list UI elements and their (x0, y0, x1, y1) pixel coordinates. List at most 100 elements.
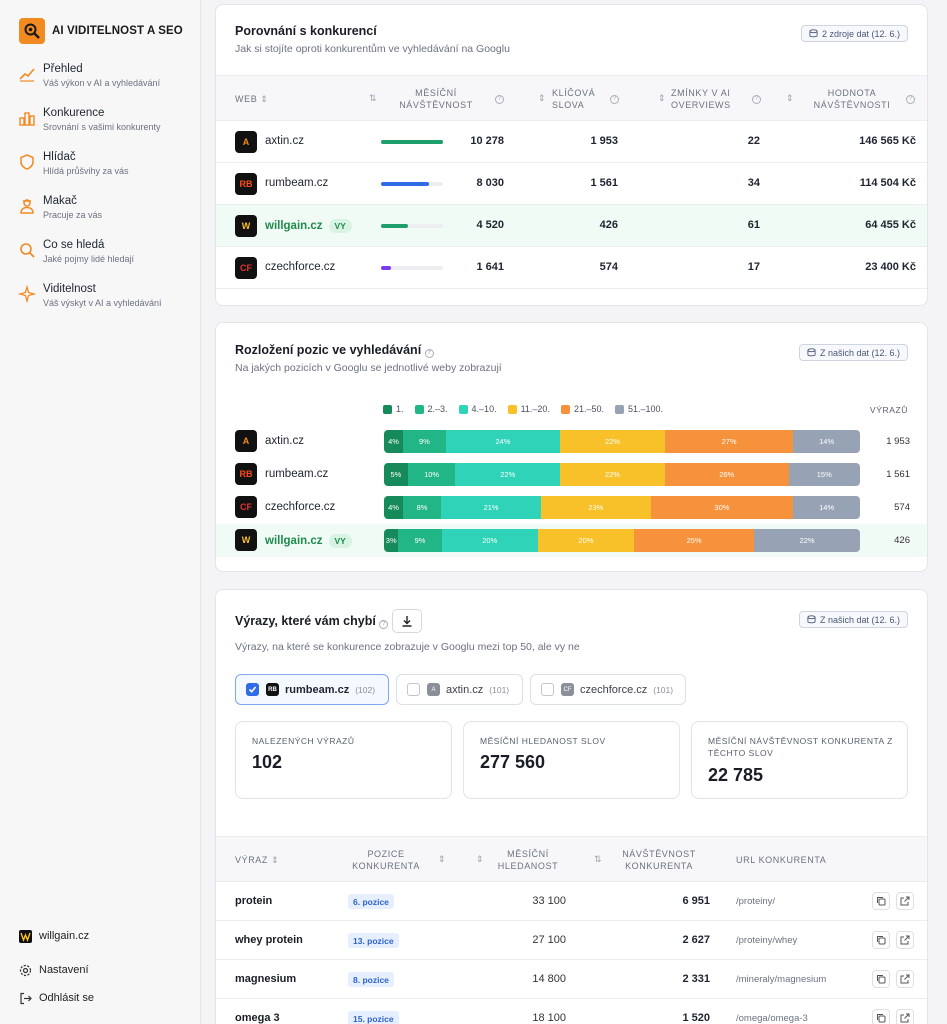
help-icon[interactable]: ? (379, 620, 389, 629)
search-volume: 33 100 (532, 895, 566, 907)
table-header: WEB ⇕ ⇅ MĚSÍČNÍ NÁVŠTĚVNOST ? ⇕ KLÍČOVÁ … (216, 75, 927, 121)
sidebar-item-hlidac[interactable]: Hlídač Hlídá průšvihy za vás (18, 150, 196, 194)
position-badge: 8. pozice (348, 972, 394, 987)
checkbox-icon[interactable] (407, 683, 420, 696)
competitor-traffic: 1 520 (682, 1012, 710, 1024)
current-site[interactable]: willgain.cz (18, 922, 94, 950)
copy-button[interactable] (872, 931, 890, 949)
data-source-badge[interactable]: Z našich dat (12. 6.) (798, 611, 908, 628)
copy-button[interactable] (872, 1009, 890, 1024)
competitor-count: (101) (653, 684, 674, 695)
col-keyword[interactable]: VÝRAZ ⇕ (235, 855, 280, 865)
help-icon[interactable]: ? (495, 95, 504, 104)
sort-icon[interactable]: ⇕ (538, 93, 546, 103)
legend-swatch (414, 404, 424, 414)
sort-icon[interactable]: ⇕ (438, 854, 446, 864)
col-value[interactable]: HODNOTA NÁVŠTĚVNOSTI (813, 88, 891, 110)
copy-button[interactable] (872, 892, 890, 910)
chart-legend: 1. 2.–3. 4.–10. 11.–20. 21.–50. 51.–100. (383, 404, 674, 414)
sidebar-item-prehled[interactable]: Přehled Váš výkon v AI a vyhledávání (18, 62, 196, 106)
sidebar-item-title: Konkurence (43, 107, 105, 119)
stat-card-found: NALEZENÝCH VÝRAZŮ 102 (235, 721, 452, 799)
sort-icon[interactable]: ⇕ (476, 854, 484, 864)
table-row[interactable]: protein 6. pozice 33 100 6 951/proteiny/ (216, 882, 927, 921)
sidebar-item-konkurence[interactable]: Konkurence Srovnání s vašimi konkurenty (18, 106, 196, 150)
col-keywords[interactable]: KLÍČOVÁ SLOVA (552, 88, 596, 110)
competitor-checkbox-czechforce-cz[interactable]: CF czechforce.cz (101) (530, 674, 686, 705)
traffic-bar (381, 140, 443, 144)
distribution-row[interactable]: CF czechforce.cz 4% 8% 21% 23% 30% 14% 574 (216, 491, 927, 524)
sort-desc-icon[interactable]: ⇅ (369, 93, 377, 103)
table-row[interactable]: whey protein 13. pozice 27 100 2 627/protei… (216, 921, 927, 960)
sidebar-item-makac[interactable]: Makač Pracuje za vás (18, 194, 196, 238)
missing-keywords-card: Výrazy, které vám chybí ? Výrazy, na kte… (215, 589, 928, 1024)
keywords-table-header: VÝRAZ ⇕ POZICE KONKURENTA ⇕ ⇕ MĚSÍČNÍ HL… (216, 836, 927, 882)
data-source-badge[interactable]: 2 zdroje dat (12. 6.) (800, 25, 908, 42)
stack-segment: 9% (398, 529, 442, 552)
open-link-button[interactable] (896, 970, 914, 988)
col-competitor-traffic[interactable]: NÁVŠTĚVNOST KONKURENTA (622, 849, 696, 871)
sidebar-footer: willgain.cz Nastavení Odhlásit se (18, 922, 94, 1012)
logout-link[interactable]: Odhlásit se (18, 984, 94, 1012)
you-badge: VY (328, 219, 352, 233)
table-row[interactable]: omega 3 15. pozice 18 100 1 520/omega/omega… (216, 999, 927, 1024)
stack-segment: 22% (560, 463, 665, 486)
stack-segment: 8% (403, 496, 442, 519)
stat-card-volume: MĚSÍČNÍ HLEDANOST SLOV 277 560 (463, 721, 680, 799)
help-icon[interactable]: ? (752, 95, 761, 104)
stack-segment: 10% (407, 463, 456, 486)
col-ai-mentions[interactable]: ZMÍNKY V AI OVERVIEWS (671, 88, 731, 110)
sidebar-item-sub: Pracuje za vás (43, 210, 103, 220)
table-row[interactable]: magnesium 8. pozice 14 800 2 331/mineraly/m… (216, 960, 927, 999)
sidebar-item-viditelnost[interactable]: Viditelnost Váš výskyt v AI a vyhledávání (18, 282, 196, 326)
external-link-icon (900, 935, 910, 945)
col-web[interactable]: WEB ⇕ (235, 94, 269, 104)
checkbox-icon[interactable] (541, 683, 554, 696)
stack-segment: 21% (441, 496, 542, 519)
site-logo-icon: RB (235, 173, 257, 195)
traffic-value: 4 520 (476, 219, 504, 231)
keyword: protein (235, 895, 273, 907)
help-icon[interactable]: ? (906, 95, 915, 104)
worker-icon (20, 199, 34, 214)
copy-button[interactable] (872, 970, 890, 988)
stack-segment: 20% (441, 529, 538, 552)
competitor-checkbox-rumbeam-cz[interactable]: RB rumbeam.cz (102) (235, 674, 389, 705)
keyword-count: 426 (894, 535, 910, 546)
stack-segment: 4% (384, 430, 404, 453)
col-traffic[interactable]: MĚSÍČNÍ NÁVŠTĚVNOST (399, 88, 473, 110)
open-link-button[interactable] (896, 892, 914, 910)
sort-icon[interactable]: ⇕ (786, 93, 794, 103)
ai-mentions-value: 17 (747, 261, 760, 273)
sort-desc-icon[interactable]: ⇅ (594, 854, 602, 864)
legend-swatch (458, 404, 468, 414)
data-source-badge[interactable]: Z našich dat (12. 6.) (798, 344, 908, 361)
stat-value: 277 560 (480, 752, 546, 772)
distribution-row[interactable]: RB rumbeam.cz 5% 10% 22% 22% 26% 15% 1 561 (216, 458, 927, 491)
card-title: Rozložení pozic ve vyhledávání ? (235, 343, 434, 358)
checkbox-icon[interactable] (246, 683, 259, 696)
col-position[interactable]: POZICE KONKURENTA (352, 849, 420, 871)
help-icon[interactable]: ? (610, 95, 619, 104)
open-link-button[interactable] (896, 1009, 914, 1024)
legend-item: 2.–3. (414, 404, 448, 414)
download-button[interactable] (392, 609, 422, 633)
help-icon[interactable]: ? (424, 349, 434, 358)
col-volume[interactable]: MĚSÍČNÍ HLEDANOST (497, 849, 559, 871)
table-row[interactable]: RB rumbeam.cz 8 030 1 561 34 114 504 Kč (216, 163, 927, 205)
brand[interactable]: AI VIDITELNOST A SEO (19, 18, 183, 44)
legend-label: 51.–100. (627, 404, 664, 414)
open-link-button[interactable] (896, 931, 914, 949)
settings-link[interactable]: Nastavení (18, 956, 94, 984)
legend-swatch (614, 404, 624, 414)
sort-icon[interactable]: ⇕ (658, 93, 666, 103)
stat-card-traffic: MĚSÍČNÍ NÁVŠTĚVNOST KONKURENTA Z TĚCHTO … (691, 721, 908, 799)
legend-item: 11.–20. (507, 404, 550, 414)
sidebar-item-co-se-hleda[interactable]: Co se hledá Jaké pojmy lidé hledají (18, 238, 196, 282)
table-row[interactable]: CF czechforce.cz 1 641 574 17 23 400 Kč (216, 247, 927, 289)
